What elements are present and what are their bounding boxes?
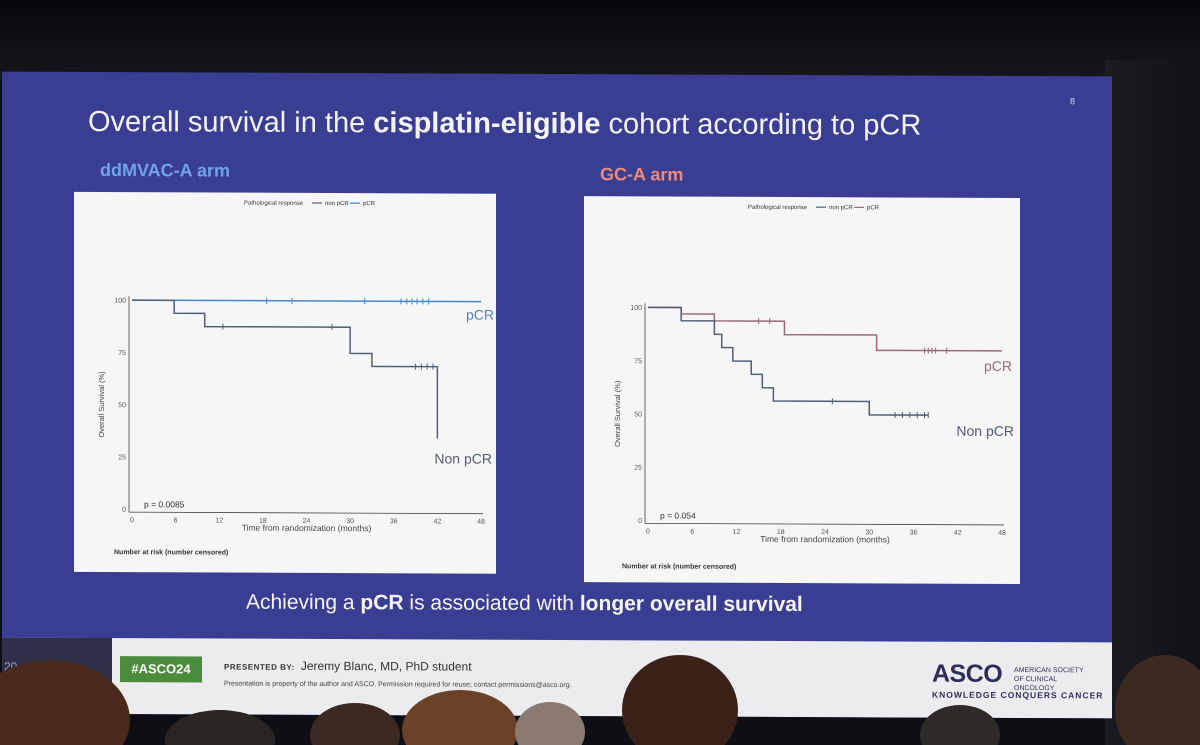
x-tick-label: 0: [646, 528, 650, 535]
curve-label-non-pcr: Non pCR: [434, 450, 492, 466]
y-tick-label: 50: [634, 411, 642, 418]
x-tick-label: 36: [390, 518, 398, 525]
x-tick-label: 12: [733, 529, 741, 536]
km-curve-pcr: [648, 306, 1002, 352]
y-tick-label: 100: [630, 305, 642, 312]
x-tick-label: 30: [346, 518, 354, 525]
km-panel-gc: Pathological response non pCR pCR 0 25 50 75 10…: [584, 196, 1020, 585]
x-tick-label: 0: [130, 517, 134, 524]
x-tick-label: 42: [433, 518, 441, 525]
legend-entry-pcr: pCR: [363, 201, 376, 207]
legend-title: Pathological response: [748, 205, 808, 211]
slide-number: 8: [1070, 96, 1076, 107]
x-axis-line: [645, 522, 1004, 526]
y-tick-label: 75: [634, 358, 642, 365]
curve-label-pcr: pCR: [466, 307, 494, 323]
x-axis-title: Time from randomization (months): [242, 523, 372, 534]
conclusion-text: Achieving a pCR is associated with longe…: [246, 591, 803, 617]
x-axis-title: Time from randomization (months): [760, 534, 890, 545]
conclusion-bold-1: pCR: [360, 591, 404, 615]
x-tick-label: 30: [865, 529, 873, 536]
p-value: p = 0.0085: [144, 499, 185, 509]
audience-head: [165, 710, 275, 745]
conclusion-bold-2: longer overall survival: [579, 592, 803, 617]
y-tick-label: 100: [114, 298, 126, 305]
projected-slide: 8 Overall survival in the cisplatin-elig…: [2, 71, 1112, 719]
x-tick-label: 24: [303, 518, 311, 525]
x-tick-label: 24: [821, 529, 829, 536]
x-tick-label: 42: [954, 530, 962, 537]
x-tick-label: 18: [777, 529, 785, 536]
audience-head: [515, 702, 585, 745]
x-tick-label: 6: [690, 529, 694, 536]
y-tick-label: 0: [122, 507, 126, 514]
arm-title-right: GC-A arm: [600, 164, 684, 185]
audience-head: [920, 705, 1000, 745]
audience-head: [622, 655, 738, 745]
x-axis-line: [129, 511, 483, 515]
room-wall: [1105, 60, 1200, 745]
legend-entry-pcr: pCR: [867, 205, 880, 211]
conclusion-part-1: Achieving a: [246, 590, 361, 615]
slide-title: Overall survival in the cisplatin-eligib…: [88, 106, 921, 143]
x-tick-label: 48: [477, 519, 485, 526]
curve-label-non-pcr: Non pCR: [956, 423, 1014, 439]
y-tick-label: 25: [118, 454, 126, 461]
conclusion-part-2: is associated with: [403, 591, 580, 616]
title-bold: cisplatin-eligible: [373, 107, 601, 141]
km-chart-gc: Pathological response non pCR pCR 0 25 50 75 10…: [613, 205, 1014, 571]
audience-heads: [0, 655, 1200, 745]
risk-table-title: Number at risk (number censored): [622, 563, 736, 570]
arm-title-left: ddMVAC-A arm: [100, 160, 230, 181]
y-axis-title: Overall Survival (%): [97, 371, 106, 438]
legend-title: Pathological response: [244, 201, 304, 207]
x-tick-label: 12: [215, 518, 223, 525]
x-tick-label: 48: [998, 530, 1006, 537]
audience-head: [1115, 655, 1200, 745]
y-tick-label: 0: [638, 518, 642, 525]
km-curve-non-pcr: [648, 306, 929, 416]
audience-head: [310, 703, 400, 745]
title-part-1: Overall survival in the: [88, 105, 374, 140]
y-tick-label: 25: [634, 465, 642, 472]
x-tick-label: 36: [910, 530, 918, 537]
room-ceiling: [0, 0, 1200, 80]
x-tick-label: 18: [259, 518, 267, 525]
p-value: p = 0.054: [660, 510, 696, 520]
risk-table-title: Number at risk (number censored): [114, 549, 228, 556]
y-tick-label: 75: [118, 350, 126, 357]
y-tick-label: 50: [118, 402, 126, 409]
km-chart-ddmvac: Pathological response non pCR pCR 0 25 50 75 10…: [97, 201, 494, 557]
legend-entry-non-pcr: non pCR: [829, 205, 853, 211]
curve-label-pcr: pCR: [984, 358, 1012, 374]
km-curve-non-pcr: [132, 299, 439, 439]
y-axis-title: Overall Survival (%): [613, 380, 622, 447]
audience-head: [0, 660, 130, 745]
legend-entry-non-pcr: non pCR: [325, 201, 349, 207]
x-tick-label: 6: [174, 517, 178, 524]
audience-head: [402, 690, 518, 745]
title-part-2: cohort according to pCR: [600, 108, 922, 142]
km-panel-ddmvac: Pathological response non pCR pCR 0 25 50 75 10…: [74, 191, 496, 574]
